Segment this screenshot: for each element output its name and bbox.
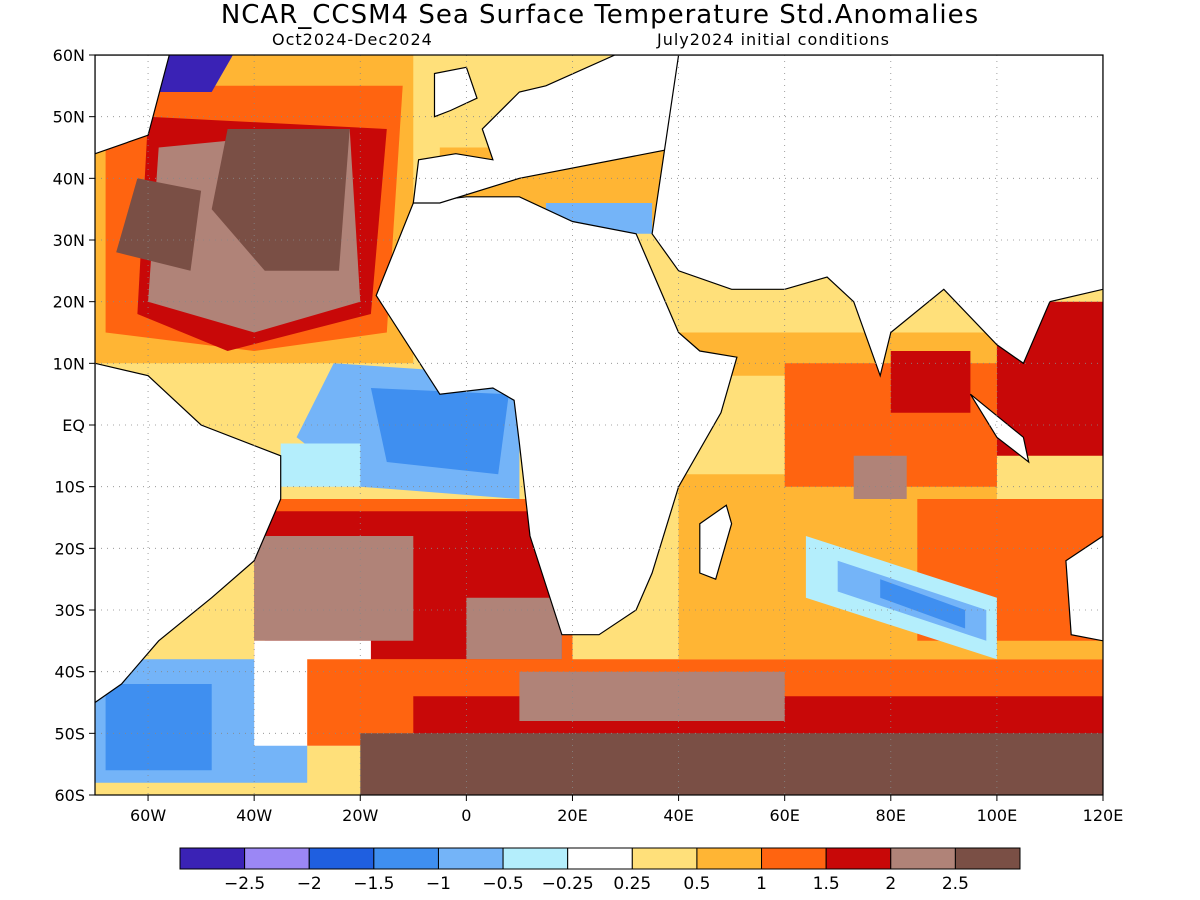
- anomaly-region: [105, 684, 212, 771]
- colorbar-swatch: [631, 847, 698, 870]
- colorbar: −2.5 −2 −1.5 −1 −0.5 −0.25 0.25 0.5 1 1.5 2 2.5: [179, 847, 1021, 894]
- lat-tick-label: 30S: [54, 601, 85, 620]
- colorbar-swatch: [373, 847, 439, 870]
- map-title: NCAR_CCSM4 Sea Surface Temperature Std.A…: [220, 0, 980, 30]
- colorbar-swatch: [890, 847, 956, 870]
- colorbar-swatch: [567, 847, 633, 870]
- graticule: [95, 55, 1103, 795]
- lat-tick-label: 60S: [54, 786, 85, 805]
- lat-tick-label: 40N: [53, 169, 85, 188]
- colorbar-swatch: [502, 847, 569, 870]
- lat-tick-label: EQ: [62, 416, 85, 435]
- lat-tick-label: 30N: [53, 231, 85, 250]
- colorbar-swatch: [308, 847, 375, 870]
- landmasses: [95, 55, 1103, 704]
- lat-tick-label: 50N: [53, 108, 85, 127]
- lon-tick-label: 40W: [236, 806, 272, 825]
- latitude-axis: 60N 50N 40N 30N 20N 10N EQ 10S 20S 30S 40S 50S 60S: [53, 46, 95, 805]
- colorbar-label: 1: [756, 874, 767, 894]
- colorbar-label: −2.5: [224, 874, 265, 894]
- land-south-america: [95, 362, 282, 704]
- colorbar-label: 1.5: [813, 874, 840, 894]
- anomaly-region: [254, 536, 414, 641]
- colorbar-swatch: [696, 847, 763, 870]
- lon-tick-label: 20W: [342, 806, 378, 825]
- colorbar-swatch: [761, 847, 827, 870]
- lon-tick-label: 40E: [663, 806, 693, 825]
- period-subtitle: Oct2024-Dec2024: [272, 30, 433, 49]
- anomaly-region: [116, 178, 202, 271]
- anomaly-region: [890, 351, 971, 413]
- anomaly-region: [360, 733, 1103, 795]
- lon-tick-label: 60E: [769, 806, 799, 825]
- plot-area: [95, 55, 1103, 795]
- land-europe: [412, 55, 680, 204]
- colorbar-label: −2: [297, 874, 322, 894]
- anomaly-region: [519, 671, 785, 721]
- lon-tick-label: 20E: [557, 806, 587, 825]
- colorbar-label: 0.25: [613, 874, 651, 894]
- land-sumatra: [969, 393, 1030, 464]
- anomaly-region: [280, 443, 361, 487]
- lon-tick-label: 80E: [876, 806, 906, 825]
- anomaly-region: [853, 455, 907, 499]
- colorbar-label: 2: [885, 874, 896, 894]
- colorbar-label: −1: [426, 874, 451, 894]
- anomaly-region: [466, 597, 562, 660]
- initial-conditions-subtitle: July2024 initial conditions: [657, 30, 890, 49]
- lat-tick-label: 60N: [53, 46, 85, 65]
- anomaly-region: [880, 579, 966, 629]
- colorbar-label: −1.5: [353, 874, 394, 894]
- land-africa: [375, 196, 738, 636]
- land-arabia-asia: [651, 55, 1103, 378]
- lon-tick-label: 0: [461, 806, 471, 825]
- lat-tick-label: 40S: [54, 663, 85, 682]
- colorbar-swatch: [244, 847, 310, 870]
- lat-tick-label: 50S: [54, 724, 85, 743]
- colorbar-swatch: [825, 847, 892, 870]
- lat-tick-label: 20N: [53, 293, 85, 312]
- anomaly-regions: [95, 55, 1103, 795]
- lat-tick-label: 10N: [53, 354, 85, 373]
- lon-tick-label: 120E: [1083, 806, 1124, 825]
- colorbar-label: −0.5: [482, 874, 523, 894]
- land-australia: [1065, 535, 1103, 642]
- lat-tick-label: 10S: [54, 478, 85, 497]
- lon-tick-label: 60W: [130, 806, 166, 825]
- land-madagascar: [699, 504, 733, 580]
- colorbar-label: 0.5: [683, 874, 710, 894]
- anomaly-region: [211, 129, 350, 271]
- lat-tick-label: 20S: [54, 539, 85, 558]
- colorbar-swatch: [437, 847, 504, 870]
- colorbar-label: −0.25: [542, 874, 594, 894]
- anomaly-region: [148, 55, 233, 92]
- colorbar-label: 2.5: [942, 874, 969, 894]
- lon-tick-label: 100E: [977, 806, 1018, 825]
- colorbar-swatch: [179, 847, 246, 870]
- longitude-axis: 60W 40W 20W 0 20E 40E 60E 80E 100E 120E: [130, 795, 1123, 825]
- colorbar-swatch: [954, 847, 1021, 870]
- anomaly-region: [370, 388, 509, 475]
- land-north-america: [95, 55, 170, 155]
